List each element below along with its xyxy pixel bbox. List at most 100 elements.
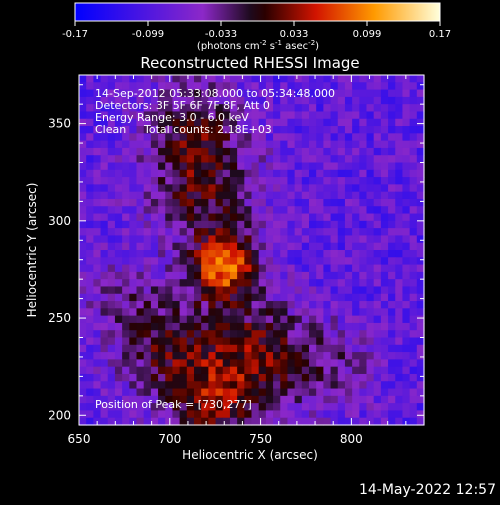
heatmap-cell <box>366 155 375 164</box>
heatmap-cell <box>150 271 159 280</box>
heatmap-cell <box>208 250 217 258</box>
heatmap-cell <box>373 169 382 178</box>
heatmap-cell <box>201 250 209 258</box>
heatmap-cell <box>380 126 389 134</box>
heatmap-cell <box>359 118 368 127</box>
heatmap-cell <box>258 104 267 113</box>
heatmap-cell <box>344 147 353 156</box>
heatmap-cell <box>229 286 238 295</box>
heatmap-cell <box>222 403 231 412</box>
heatmap-cell <box>158 330 166 339</box>
heatmap-cell <box>179 264 188 273</box>
heatmap-cell <box>373 257 382 266</box>
heatmap-cell <box>251 220 260 229</box>
heatmap-cell <box>344 242 353 251</box>
heatmap-cell <box>201 337 209 346</box>
heatmap-cell <box>344 133 353 142</box>
heatmap-cell <box>215 337 224 346</box>
colorbar-ticks: -0.17 -0.099 -0.033 0.033 0.099 0.17 <box>62 21 451 40</box>
heatmap-cell <box>179 293 188 302</box>
heatmap-cell <box>107 118 116 127</box>
heatmap-cell <box>280 111 289 120</box>
heatmap-cell <box>359 169 368 178</box>
heatmap-cell <box>158 286 166 295</box>
heatmap-cell <box>330 177 339 185</box>
heatmap-cell <box>337 75 346 83</box>
heatmap-cell <box>215 155 224 164</box>
heatmap-cell <box>114 322 123 331</box>
heatmap-cell <box>344 191 353 200</box>
heatmap-cell <box>114 381 123 390</box>
heatmap-cell <box>380 206 389 215</box>
heatmap-cell <box>229 104 238 113</box>
heatmap-cell <box>337 344 346 353</box>
heatmap-cell <box>143 264 152 273</box>
heatmap-cell <box>186 242 195 251</box>
heatmap-cell <box>359 410 368 419</box>
heatmap-cell <box>409 220 418 229</box>
heatmap-cell <box>344 308 353 317</box>
heatmap-cell <box>309 381 317 390</box>
heatmap-cell <box>402 381 411 390</box>
heatmap-cell <box>294 381 303 390</box>
heatmap-cell <box>337 89 346 98</box>
heatmap-cell <box>273 96 281 105</box>
heatmap-cell <box>344 410 353 419</box>
heatmap-cell <box>143 279 152 288</box>
heatmap-cell <box>79 279 87 288</box>
heatmap-cell <box>280 381 289 390</box>
heatmap-cell <box>316 198 324 207</box>
heatmap-cell <box>172 191 181 200</box>
heatmap-cell <box>352 308 360 317</box>
heatmap-cell <box>366 279 375 288</box>
annotation-peak-position: Position of Peak = [730,277] <box>95 398 252 411</box>
heatmap-cell <box>359 352 368 360</box>
heatmap-cell <box>294 359 303 368</box>
heatmap-cell <box>395 177 404 185</box>
heatmap-cell <box>136 250 145 258</box>
heatmap-cell <box>258 264 267 273</box>
heatmap-cell <box>93 250 102 258</box>
heatmap-cell <box>93 388 102 397</box>
heatmap-cell <box>416 75 425 83</box>
heatmap-cell <box>366 403 375 412</box>
heatmap-cell <box>273 206 281 215</box>
heatmap-cell <box>316 75 324 83</box>
heatmap-cell <box>323 104 332 113</box>
heatmap-cell <box>229 373 238 382</box>
heatmap-cell <box>194 417 202 426</box>
heatmap-cell <box>373 322 382 331</box>
heatmap-cell <box>395 82 404 91</box>
heatmap-cell <box>251 104 260 113</box>
heatmap-cell <box>114 198 123 207</box>
heatmap-cell <box>323 82 332 91</box>
heatmap-cell <box>344 184 353 193</box>
colorbar-tick-label: -0.17 <box>62 29 88 40</box>
heatmap-cell <box>402 279 411 288</box>
heatmap-cell <box>309 111 317 120</box>
heatmap-cell <box>150 111 159 120</box>
heatmap-cell <box>301 250 310 258</box>
heatmap-cell <box>186 373 195 382</box>
heatmap-cell <box>402 89 411 98</box>
heatmap-cell <box>380 403 389 412</box>
heatmap-cell <box>251 264 260 273</box>
heatmap-cell <box>380 140 389 149</box>
heatmap-cell <box>165 162 174 171</box>
heatmap-cell <box>388 177 396 185</box>
heatmap-cell <box>416 140 425 149</box>
heatmap-cell <box>337 169 346 178</box>
heatmap-cell <box>179 344 188 353</box>
heatmap-cell <box>215 293 224 302</box>
heatmap-cell <box>402 220 411 229</box>
heatmap-cell <box>165 330 174 339</box>
heatmap-cell <box>107 140 116 149</box>
heatmap-cell <box>136 257 145 266</box>
heatmap-cell <box>114 147 123 156</box>
heatmap-cell <box>222 271 231 280</box>
heatmap-cell <box>359 213 368 222</box>
heatmap-cell <box>273 395 281 404</box>
heatmap-cell <box>323 133 332 142</box>
heatmap-cell <box>373 133 382 142</box>
heatmap-cell <box>337 403 346 412</box>
